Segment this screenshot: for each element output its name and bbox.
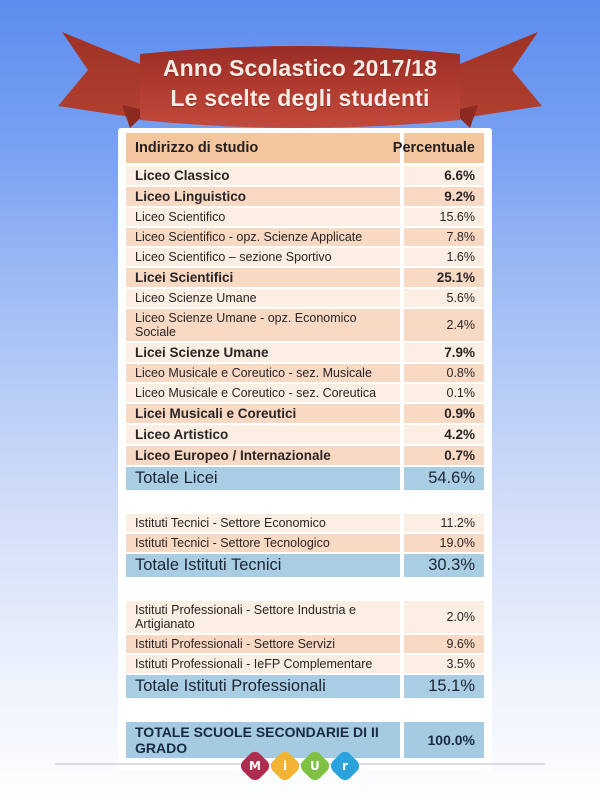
row-label: Liceo Scientifico [126, 208, 400, 226]
logo-letter: r [342, 758, 348, 773]
table-row: Liceo Artistico 4.2% [126, 425, 484, 444]
logo-letter: U [310, 759, 320, 773]
table-rows: Liceo Classico 6.6% Liceo Linguistico 9.2% L… [126, 166, 484, 758]
row-label: Totale Istituti Professionali [126, 675, 400, 698]
row-label: Totale Istituti Tecnici [126, 554, 400, 577]
row-value: 19.0% [404, 534, 484, 552]
logo-diamond-u-icon: U [298, 749, 332, 783]
logo-letter: i [282, 759, 288, 773]
row-value: 2.0% [404, 601, 484, 633]
table-row: Istituti Tecnici - Settore Tecnologico 19… [126, 534, 484, 552]
row-value: 9.6% [404, 635, 484, 653]
row-value: 1.6% [404, 248, 484, 266]
table-row: Totale Istituti Professionali 15.1% [126, 675, 484, 698]
row-label: Liceo Musicale e Coreutico - sez. Musica… [126, 364, 400, 382]
row-label: Liceo Classico [126, 166, 400, 185]
table-header-row: Indirizzo di studio Percentuale [126, 133, 484, 163]
table-row: Liceo Scienze Umane - opz. Economico Soc… [126, 309, 484, 341]
table-row: Liceo Scientifico - opz. Scienze Applica… [126, 228, 484, 246]
row-label: Liceo Scientifico – sezione Sportivo [126, 248, 400, 266]
row-label: TOTALE SCUOLE SECONDARIE DI II GRADO [126, 722, 400, 758]
table-row: Liceo Musicale e Coreutico - sez. Coreut… [126, 384, 484, 402]
row-label: Istituti Professionali - Settore Servizi [126, 635, 400, 653]
row-value: 9.2% [404, 187, 484, 206]
table-row: Istituti Professionali - IeFP Complement… [126, 655, 484, 673]
table-spacer [126, 492, 484, 512]
table-spacer [126, 700, 484, 720]
row-value: 0.9% [404, 404, 484, 423]
row-label: Liceo Europeo / Internazionale [126, 446, 400, 465]
row-label: Liceo Musicale e Coreutico - sez. Coreut… [126, 384, 400, 402]
title-line-2: Le scelte degli studenti [170, 85, 430, 111]
table-row: Licei Scientifici 25.1% [126, 268, 484, 287]
row-label: Liceo Linguistico [126, 187, 400, 206]
table-row: Istituti Tecnici - Settore Economico 11.2… [126, 514, 484, 532]
row-value: 0.1% [404, 384, 484, 402]
title-banner: Anno Scolastico 2017/18 Le scelte degli … [0, 10, 600, 132]
table-row: Liceo Linguistico 9.2% [126, 187, 484, 206]
ribbon-banner-graphic [58, 32, 542, 128]
row-value: 0.8% [404, 364, 484, 382]
row-label: Istituti Professionali - IeFP Complement… [126, 655, 400, 673]
row-label: Licei Scienze Umane [126, 343, 400, 362]
table-row: Liceo Musicale e Coreutico - sez. Musica… [126, 364, 484, 382]
table-row: Totale Licei 54.6% [126, 467, 484, 490]
row-value: 54.6% [404, 467, 484, 490]
logo-diamond-r-icon: r [328, 749, 362, 783]
row-label: Licei Scientifici [126, 268, 400, 287]
title-line-1: Anno Scolastico 2017/18 [162, 55, 438, 81]
table-row: Totale Istituti Tecnici 30.3% [126, 554, 484, 577]
row-value: 30.3% [404, 554, 484, 577]
page-title: Anno Scolastico 2017/18 Le scelte degli … [0, 53, 600, 113]
row-label: Istituti Tecnici - Settore Economico [126, 514, 400, 532]
row-label: Licei Musicali e Coreutici [126, 404, 400, 423]
row-value: 11.2% [404, 514, 484, 532]
table-row: Liceo Scienze Umane 5.6% [126, 289, 484, 307]
row-label: Totale Licei [126, 467, 400, 490]
row-value: 6.6% [404, 166, 484, 185]
row-label: Liceo Scienze Umane [126, 289, 400, 307]
row-value: 2.4% [404, 309, 484, 341]
logo-letter: M [249, 758, 261, 773]
row-value: 25.1% [404, 268, 484, 287]
column-header-percentuale: Percentuale [393, 133, 484, 163]
row-value: 15.6% [404, 208, 484, 226]
row-value: 0.7% [404, 446, 484, 465]
row-value: 5.6% [404, 289, 484, 307]
logo-diamond-i-icon: i [268, 749, 302, 783]
row-label: Liceo Scientifico - opz. Scienze Applica… [126, 228, 400, 246]
table-row: Licei Musicali e Coreutici 0.9% [126, 404, 484, 423]
table-row: TOTALE SCUOLE SECONDARIE DI II GRADO 100.… [126, 722, 484, 758]
row-value: 15.1% [404, 675, 484, 698]
table-spacer [126, 579, 484, 599]
table-row: Licei Scienze Umane 7.9% [126, 343, 484, 362]
table-row: Liceo Europeo / Internazionale 0.7% [126, 446, 484, 465]
data-table-card: Indirizzo di studio Percentuale Liceo Cl… [118, 128, 492, 771]
row-value: 7.9% [404, 343, 484, 362]
row-value: 3.5% [404, 655, 484, 673]
column-header-indirizzo: Indirizzo di studio [126, 133, 400, 163]
table-row: Liceo Classico 6.6% [126, 166, 484, 185]
row-label: Istituti Professionali - Settore Industr… [126, 601, 400, 633]
row-value: 7.8% [404, 228, 484, 246]
table-row: Istituti Professionali - Settore Industr… [126, 601, 484, 633]
row-label: Liceo Scienze Umane - opz. Economico Soc… [126, 309, 400, 341]
row-label: Istituti Tecnici - Settore Tecnologico [126, 534, 400, 552]
logo-diamond-m-icon: M [238, 749, 272, 783]
row-label: Liceo Artistico [126, 425, 400, 444]
table-row: Liceo Scientifico – sezione Sportivo 1.6% [126, 248, 484, 266]
table-row: Liceo Scientifico 15.6% [126, 208, 484, 226]
row-value: 4.2% [404, 425, 484, 444]
table-row: Istituti Professionali - Settore Servizi… [126, 635, 484, 653]
row-value: 100.0% [404, 722, 484, 758]
